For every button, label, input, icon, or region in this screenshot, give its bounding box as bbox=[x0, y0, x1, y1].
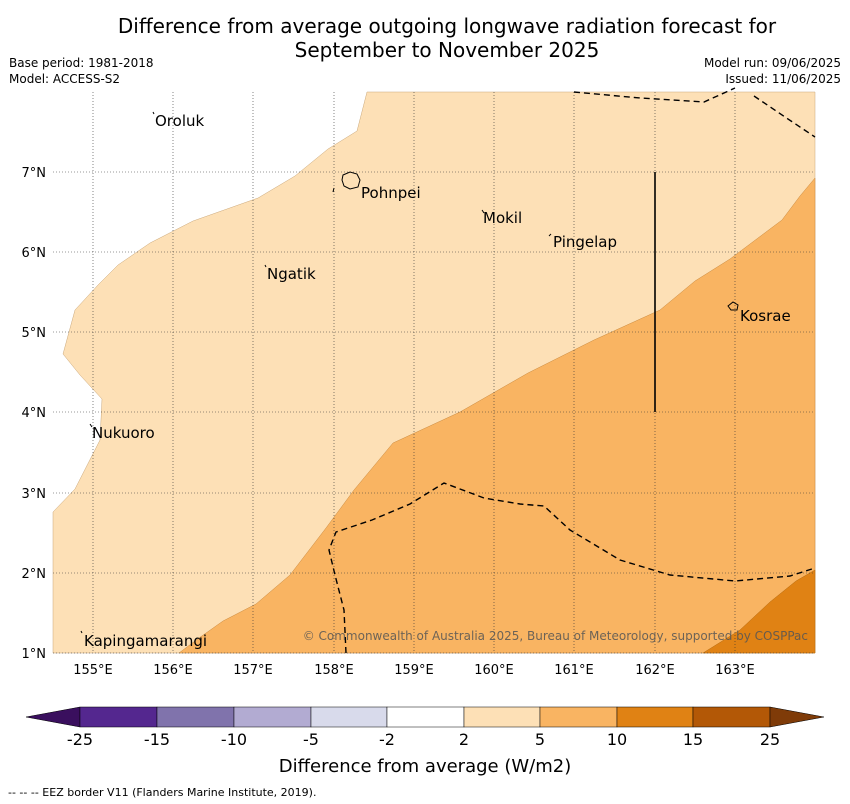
colorbar-segment bbox=[463, 706, 541, 728]
base-period: Base period: 1981-2018 bbox=[9, 56, 154, 70]
pohnpei-island bbox=[341, 171, 361, 190]
copyright-notice: © Commonwealth of Australia 2025, Bureau… bbox=[303, 629, 808, 643]
lon-label: 156°E bbox=[153, 663, 193, 678]
lon-label: 159°E bbox=[394, 663, 434, 678]
colorbar-tick-label: 15 bbox=[683, 730, 703, 749]
map-title: Difference from average outgoing longwav… bbox=[0, 14, 850, 62]
eez-border-south bbox=[328, 482, 816, 654]
colorbar-tick-label: -5 bbox=[303, 730, 319, 749]
colorbar-label: Difference from average (W/m2) bbox=[279, 756, 571, 777]
colorbar-segment bbox=[692, 706, 771, 728]
place-label-kapingamarangi: Kapingamarangi bbox=[84, 632, 207, 650]
lat-label: 1°N bbox=[22, 647, 47, 662]
kosrae-island bbox=[727, 301, 739, 311]
longitude-labels: 155°E 156°E 157°E 158°E 159°E 160°E 161°… bbox=[73, 663, 755, 678]
lat-label: 6°N bbox=[22, 246, 47, 261]
place-label-nukuoro: Nukuoro bbox=[92, 424, 155, 442]
anomaly-band-5-10 bbox=[178, 177, 816, 654]
colorbar-tick-label: 25 bbox=[760, 730, 780, 749]
latitude-labels: 7°N 6°N 5°N 4°N 3°N 2°N 1°N bbox=[22, 166, 47, 662]
place-label-pingelap: Pingelap bbox=[553, 233, 617, 251]
lat-label: 3°N bbox=[22, 487, 47, 502]
colorbar-extension-high bbox=[769, 706, 825, 728]
place-label-ngatik: Ngatik bbox=[267, 265, 316, 283]
run-info: Model run: 09/06/2025 Issued: 11/06/2025 bbox=[704, 55, 841, 87]
model-run: Model run: 09/06/2025 bbox=[703, 56, 841, 70]
pingelap-atoll bbox=[548, 233, 552, 237]
anomaly-band-10-15 bbox=[702, 569, 816, 654]
colorbar-tick-label: -15 bbox=[144, 730, 170, 749]
place-label-oroluk: Oroluk bbox=[155, 112, 204, 130]
colorbar-segment bbox=[616, 706, 694, 728]
title-line-2: September to November 2025 bbox=[294, 38, 600, 62]
model-name: Model: ACCESS-S2 bbox=[9, 72, 121, 86]
lon-label: 161°E bbox=[554, 663, 594, 678]
colorbar-segment bbox=[79, 706, 158, 728]
lat-label: 5°N bbox=[22, 326, 47, 341]
mokil-atoll bbox=[481, 209, 485, 214]
model-info: Base period: 1981-2018 Model: ACCESS-S2 bbox=[9, 55, 154, 87]
place-label-pohnpei: Pohnpei bbox=[361, 184, 421, 202]
colorbar-segment bbox=[539, 706, 618, 728]
eez-border-north bbox=[573, 87, 736, 103]
colorbar-segment bbox=[310, 706, 388, 728]
lat-label: 4°N bbox=[22, 406, 47, 421]
map-panel: Oroluk Pohnpei Mokil Pingelap Ngatik Kos… bbox=[52, 87, 816, 654]
eez-border-northeast bbox=[753, 95, 816, 138]
colorbar-tick-label: -2 bbox=[379, 730, 395, 749]
issued-date: Issued: 11/06/2025 bbox=[725, 72, 841, 86]
colorbar-extension-low bbox=[25, 706, 81, 728]
place-label-kosrae: Kosrae bbox=[740, 307, 791, 325]
place-label-mokil: Mokil bbox=[483, 209, 522, 227]
oroluk-atoll bbox=[152, 111, 155, 115]
colorbar-tick-label: -25 bbox=[67, 730, 93, 749]
lon-label: 163°E bbox=[715, 663, 755, 678]
lat-label: 7°N bbox=[22, 166, 47, 181]
colorbar-tick-label: -10 bbox=[221, 730, 247, 749]
eez-borders bbox=[328, 87, 816, 654]
lon-label: 162°E bbox=[635, 663, 675, 678]
colorbar-segment bbox=[156, 706, 235, 728]
colorbar bbox=[25, 706, 825, 728]
lon-label: 157°E bbox=[233, 663, 273, 678]
nukuoro-atoll bbox=[89, 423, 93, 428]
ngatik-atoll bbox=[264, 264, 267, 268]
colorbar-segment bbox=[233, 706, 312, 728]
title-line-1: Difference from average outgoing longwav… bbox=[117, 14, 777, 38]
lon-label: 158°E bbox=[314, 663, 354, 678]
place-labels: Oroluk Pohnpei Mokil Pingelap Ngatik Kos… bbox=[84, 112, 791, 650]
ant-atoll bbox=[332, 187, 335, 193]
islands bbox=[80, 111, 739, 634]
eez-legend-note: -- -- -- EEZ border V11 (Flanders Marine… bbox=[8, 786, 317, 799]
kapingamarangi-atoll bbox=[80, 630, 83, 634]
lat-label: 2°N bbox=[22, 567, 47, 582]
lon-label: 160°E bbox=[474, 663, 514, 678]
colorbar-tick-label: 2 bbox=[459, 730, 469, 749]
colorbar-ticks: -25 -15 -10 -5 -2 2 5 10 15 25 bbox=[67, 730, 780, 749]
colorbar-tick-label: 10 bbox=[607, 730, 627, 749]
colorbar-segment bbox=[386, 706, 465, 728]
lon-label: 155°E bbox=[73, 663, 113, 678]
colorbar-tick-label: 5 bbox=[535, 730, 545, 749]
